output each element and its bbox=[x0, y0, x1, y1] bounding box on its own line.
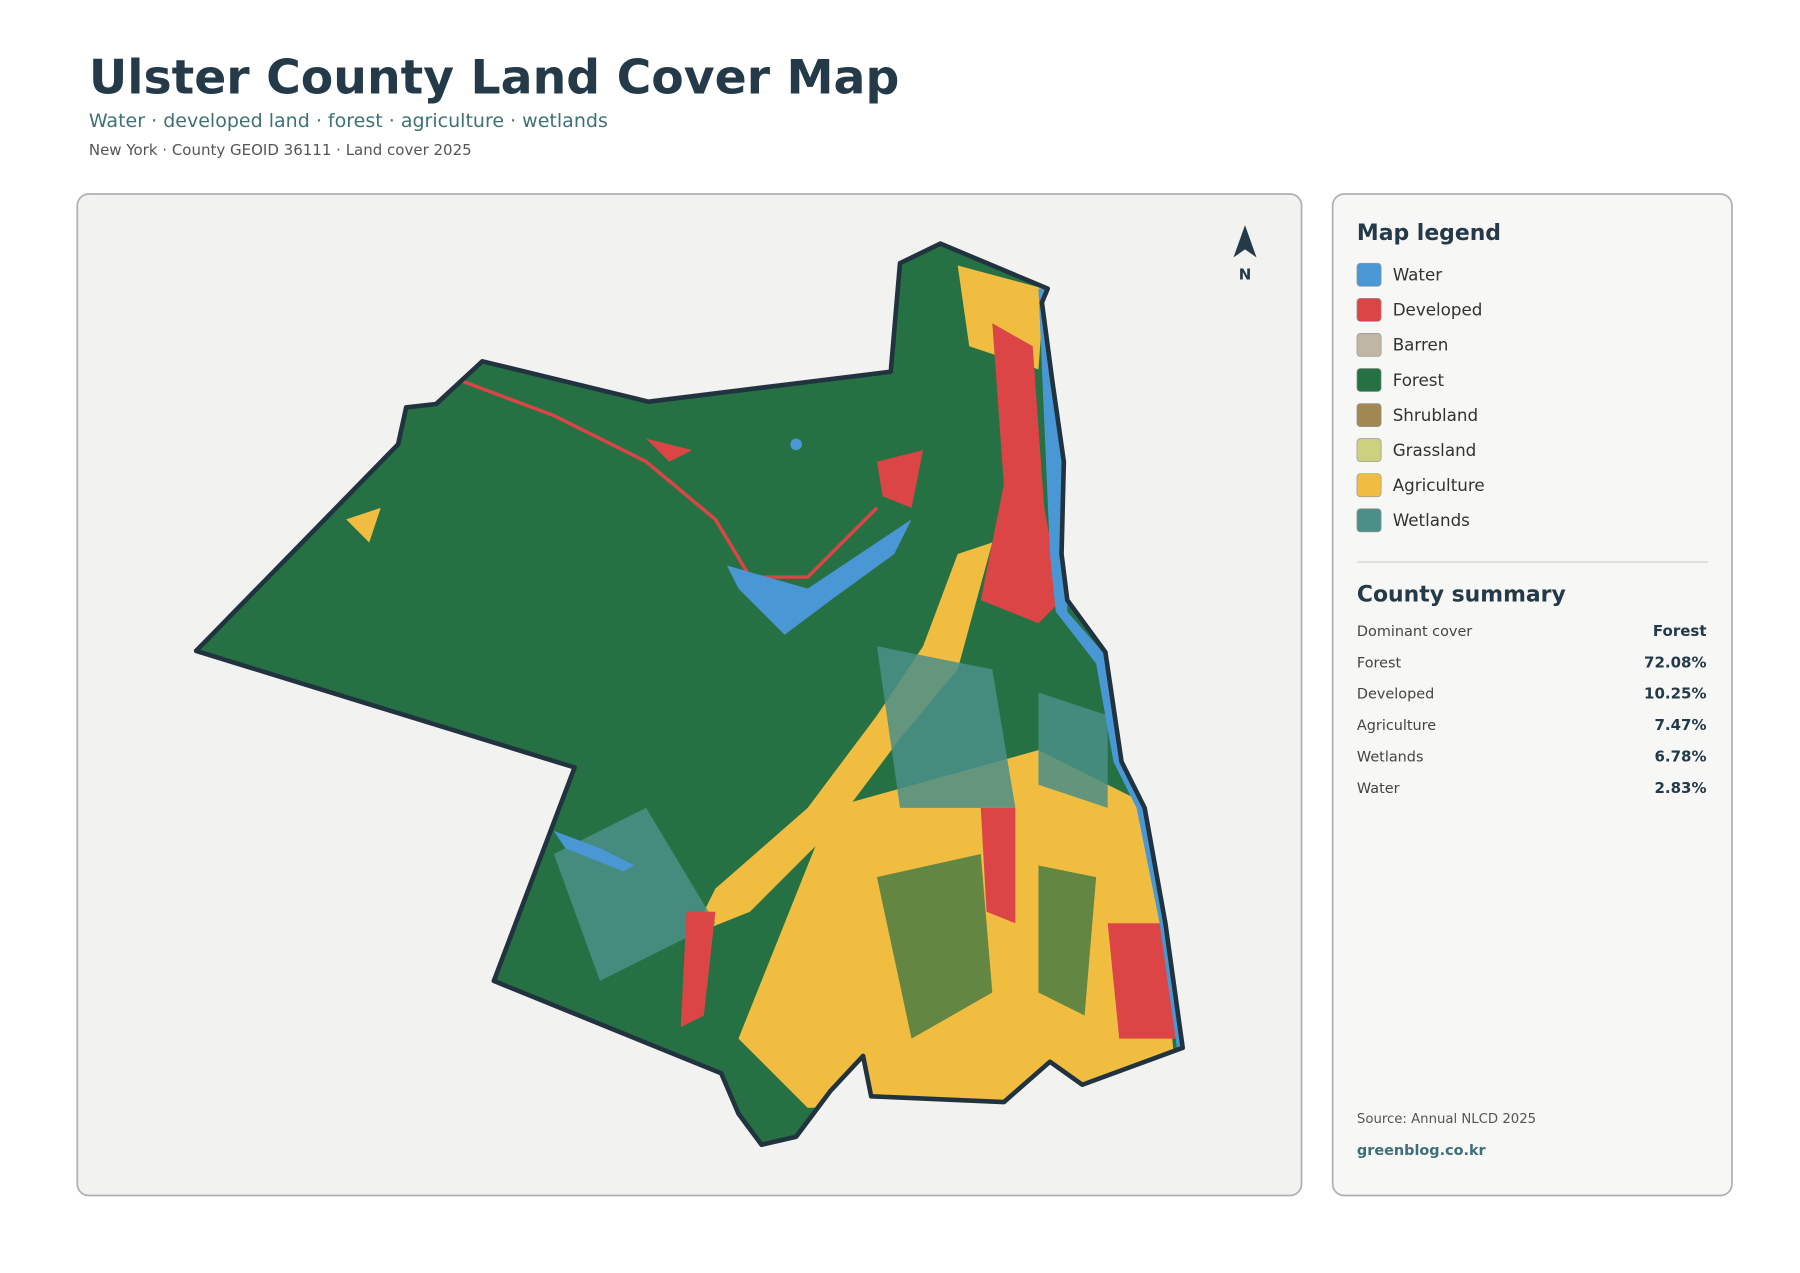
summary-label: Developed bbox=[1357, 687, 1434, 703]
summary-label: Water bbox=[1357, 781, 1400, 797]
legend-label: Water bbox=[1393, 265, 1443, 285]
north-label: N bbox=[1239, 265, 1252, 283]
legend-label: Forest bbox=[1393, 370, 1445, 390]
north-arrow bbox=[1233, 225, 1257, 258]
legend-swatch bbox=[1356, 368, 1382, 392]
legend-label: Wetlands bbox=[1393, 510, 1470, 530]
legend-label: Barren bbox=[1393, 335, 1449, 355]
legend-label: Agriculture bbox=[1393, 475, 1485, 495]
summary-value: 72.08% bbox=[1644, 653, 1706, 671]
county-outline bbox=[193, 241, 1185, 1148]
summary-label: Wetlands bbox=[1357, 749, 1424, 765]
summary-title: County summary bbox=[1357, 582, 1566, 607]
legend-swatch bbox=[1356, 403, 1382, 427]
summary-value: 6.78% bbox=[1654, 747, 1706, 765]
summary-value: 10.25% bbox=[1644, 685, 1706, 703]
summary-value: Forest bbox=[1653, 622, 1707, 640]
meta: New York · County GEOID 36111 · Land cov… bbox=[89, 141, 472, 159]
source: Source: Annual NLCD 2025 bbox=[1357, 1112, 1536, 1127]
legend-swatch bbox=[1356, 333, 1382, 357]
summary-label: Dominant cover bbox=[1357, 624, 1472, 640]
side-panel bbox=[1331, 193, 1733, 1197]
summary-label: Agriculture bbox=[1357, 718, 1436, 734]
legend-title: Map legend bbox=[1357, 221, 1501, 246]
title: Ulster County Land Cover Map bbox=[89, 51, 900, 106]
legend-label: Developed bbox=[1393, 300, 1483, 320]
legend: Water Developed Barren Forest Shrubland Grass… bbox=[1356, 262, 1485, 533]
legend-label: Grassland bbox=[1393, 440, 1477, 460]
legend-swatch bbox=[1356, 473, 1382, 498]
summary-value: 2.83% bbox=[1654, 779, 1706, 797]
legend-label: Shrubland bbox=[1393, 405, 1478, 425]
legend-swatch bbox=[1356, 297, 1382, 322]
subtitle: Water · developed land · forest · agricu… bbox=[89, 110, 608, 132]
summary-value: 7.47% bbox=[1654, 716, 1706, 734]
legend-swatch bbox=[1356, 508, 1382, 533]
summary: Dominant cover Forest Forest 72.08% Develope… bbox=[1357, 622, 1707, 797]
summary-label: Forest bbox=[1357, 655, 1402, 671]
legend-swatch bbox=[1356, 438, 1382, 463]
site: greenblog.co.kr bbox=[1357, 1143, 1487, 1159]
legend-swatch bbox=[1356, 262, 1382, 287]
